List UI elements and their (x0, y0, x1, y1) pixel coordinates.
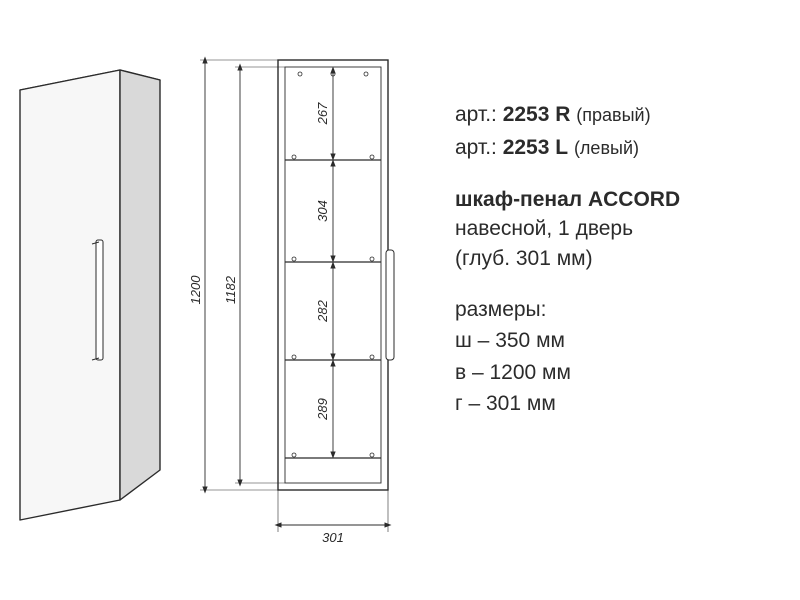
product-subtitle-2: (глуб. 301 мм) (455, 244, 780, 273)
dim-width: 301 (322, 530, 344, 545)
dimensions-block: размеры: ш – 350 мм в – 1200 мм г – 301 … (455, 295, 780, 419)
isometric-svg (20, 70, 180, 540)
dim-height-text: в – 1200 мм (455, 358, 780, 387)
product-subtitle-1: навесной, 1 дверь (455, 214, 780, 243)
article-1: арт.: 2253 R (правый) (455, 100, 780, 129)
art1-code: 2253 R (503, 103, 571, 126)
product-title: шкаф-пенал ACCORD (455, 185, 780, 214)
article-2: арт.: 2253 L (левый) (455, 133, 780, 162)
technical-svg: 1200 1182 267304282289 301 (200, 60, 425, 580)
shelf-gap-dim: 304 (315, 200, 330, 222)
art1-note: (правый) (576, 105, 650, 125)
shelf-gap-dim: 282 (315, 299, 330, 322)
dim-overall-height: 1200 (188, 275, 203, 305)
art-label: арт.: (455, 103, 497, 126)
shelf-gap-dim: 289 (315, 398, 330, 421)
spec-panel: арт.: 2253 R (правый) арт.: 2253 L (левы… (455, 100, 780, 421)
dim-inner-height: 1182 (223, 275, 238, 304)
dim-width-text: ш – 350 мм (455, 326, 780, 355)
art-label-2: арт.: (455, 136, 497, 159)
shelf-gap-dim: 267 (315, 102, 330, 125)
dim-depth-text: г – 301 мм (455, 389, 780, 418)
dims-label: размеры: (455, 295, 780, 324)
product-title-block: шкаф-пенал ACCORD навесной, 1 дверь (глу… (455, 185, 780, 273)
art2-note: (левый) (574, 138, 639, 158)
technical-front-view: 1200 1182 267304282289 301 (200, 60, 425, 580)
art2-code: 2253 L (503, 136, 568, 159)
isometric-cabinet-view (20, 70, 180, 540)
